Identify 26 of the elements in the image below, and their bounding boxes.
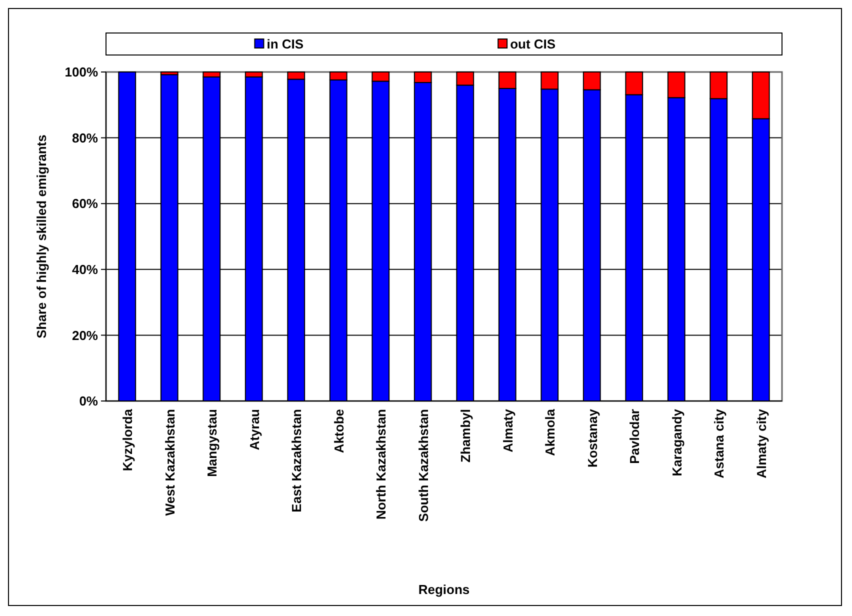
y-tick-label: 100% — [64, 64, 98, 80]
x-tick-label: Kostanay — [584, 408, 600, 468]
x-tick-label: Astana city — [712, 408, 727, 478]
legend-label: out CIS — [510, 36, 556, 52]
x-axis-title: Regions — [418, 582, 470, 597]
x-tick-label: Atyrau — [246, 408, 262, 450]
x-tick-label: Zhambyl — [458, 409, 474, 462]
legend-label: in CIS — [266, 36, 304, 52]
x-tick-label: South Kazakhstan — [416, 408, 431, 522]
y-tick-label: 20% — [72, 328, 98, 343]
y-tick-label: 80% — [72, 130, 98, 146]
x-tick-label: Almaty — [500, 408, 516, 452]
x-tick-label: Akmola — [542, 408, 558, 456]
x-tick-label: Almaty city — [754, 408, 769, 478]
x-tick-label: Mangystau — [204, 408, 220, 477]
y-axis-title: Share of highly skilled emigrants — [34, 134, 49, 338]
x-tick-label: East Kazakhstan — [289, 408, 304, 512]
y-tick-label: 40% — [72, 262, 98, 277]
x-tick-label: North Kazakhstan — [374, 408, 389, 520]
x-tick-label: West Kazakhstan — [162, 408, 178, 516]
x-tick-label: Pavlodar — [627, 409, 642, 464]
x-tick-label: Aktobe — [331, 409, 346, 454]
x-tick-label: Karagandy — [669, 408, 684, 476]
y-tick-label: 60% — [72, 196, 98, 212]
y-tick-label: 0% — [79, 394, 98, 409]
x-tick-label: Kyzylorda — [120, 408, 136, 472]
